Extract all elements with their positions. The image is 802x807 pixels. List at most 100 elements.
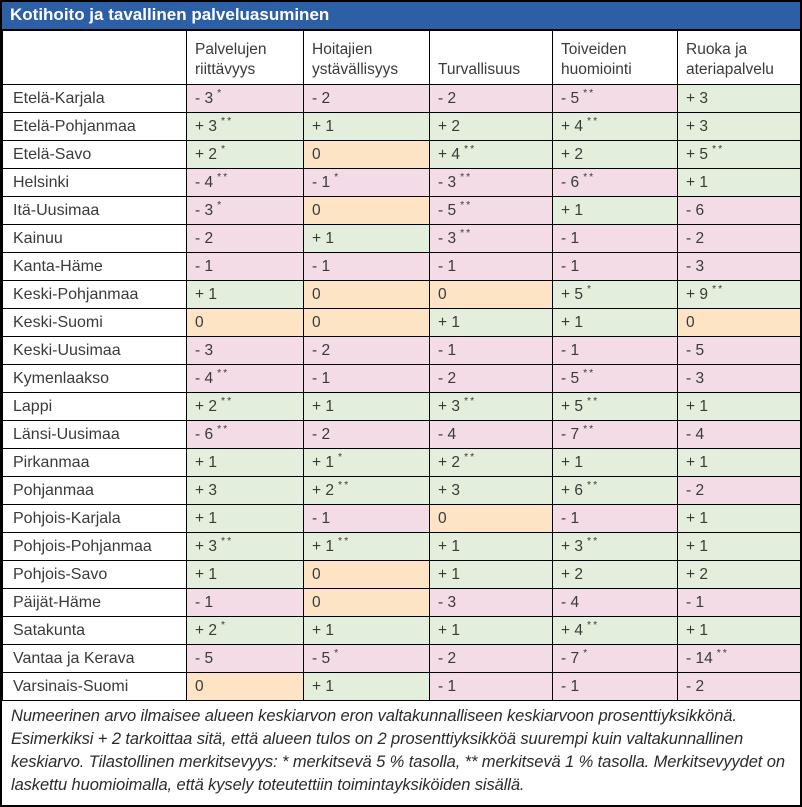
cell-value: + 1 (686, 621, 708, 639)
value-cell: - 3 (429, 588, 553, 617)
cell-value: + 1 (312, 117, 334, 135)
cell-value: 0 (438, 509, 447, 527)
value-cell: + 1 (429, 616, 553, 645)
value-cell: - 5 (186, 644, 304, 673)
cell-value: + 1 (195, 509, 217, 527)
value-cell: - 5 (677, 336, 800, 365)
header-row: Palvelujen riittävyys Hoitajien ystäväll… (2, 30, 800, 85)
value-cell: + 3 ** (429, 392, 553, 421)
significance-stars: * (337, 451, 345, 464)
table-row: Etelä-Pohjanmaa + 3 ** + 1 + 2 + 4 ** + 3 (2, 112, 800, 141)
cell-value: - 2 (312, 89, 331, 107)
region-label: Pohjois-Savo (2, 560, 187, 589)
value-cell: + 2 * (186, 616, 304, 645)
significance-stars: ** (220, 115, 234, 128)
value-cell: + 1 (552, 308, 678, 337)
value-cell: - 1 (303, 252, 430, 281)
table-row: Vantaa ja Kerava - 5- 5 * - 2- 7 * - 14 ** (2, 644, 800, 673)
value-cell: - 2 (303, 420, 430, 449)
region-label: Kainuu (2, 224, 187, 253)
value-cell: - 7 ** (552, 420, 678, 449)
significance-stars: ** (463, 451, 477, 464)
cell-value: + 1 (438, 313, 460, 331)
value-cell: + 4 ** (552, 112, 678, 141)
cell-value: + 2 (195, 145, 217, 163)
cell-value: - 2 (438, 649, 457, 667)
significance-stars: * (334, 171, 341, 184)
value-cell: 0 (303, 140, 430, 169)
value-cell: + 1 (303, 672, 430, 701)
cell-value: + 1 (686, 453, 708, 471)
value-cell: + 2 ** (186, 392, 304, 421)
value-cell: - 1 (186, 588, 304, 617)
value-cell: - 5 * (303, 644, 430, 673)
value-cell: + 5 ** (677, 140, 800, 169)
cell-value: - 3 (195, 201, 214, 219)
value-cell: + 1 (303, 392, 430, 421)
value-cell: - 2 (186, 224, 304, 253)
cell-value: - 4 (686, 425, 705, 443)
cell-value: - 5 (312, 649, 331, 667)
value-cell: - 2 (677, 476, 800, 505)
cell-value: + 3 (438, 397, 460, 415)
cell-value: - 2 (312, 341, 331, 359)
value-cell: - 5 ** (429, 196, 553, 225)
significance-stars: ** (217, 367, 230, 380)
region-label: Etelä-Savo (2, 140, 187, 169)
significance-stars: ** (711, 143, 725, 156)
value-cell: + 9 ** (677, 280, 800, 309)
value-cell: + 1 (186, 448, 304, 477)
cell-value: + 1 (312, 453, 334, 471)
table-row: Kymenlaakso - 4 ** - 1- 2- 5 ** - 3 (2, 364, 800, 393)
cell-value: + 2 (561, 565, 583, 583)
value-cell: - 3 ** (429, 168, 553, 197)
cell-value: + 4 (438, 145, 460, 163)
cell-value: - 1 (686, 593, 705, 611)
table-row: Etelä-Savo + 2 * 0 + 4 ** + 2 + 5 ** (2, 140, 800, 169)
column-header-hoitajien-ystavallisyys: Hoitajien ystävällisyys (303, 30, 430, 85)
region-label: Varsinais-Suomi (2, 672, 187, 701)
cell-value: + 1 (561, 453, 583, 471)
value-cell: 0 (186, 672, 304, 701)
value-cell: + 1 ** (303, 532, 430, 561)
value-cell: - 3 (186, 336, 304, 365)
value-cell: - 4 (677, 420, 800, 449)
value-cell: 0 (303, 196, 430, 225)
cell-value: - 1 (561, 509, 580, 527)
value-cell: + 1 (186, 280, 304, 309)
value-cell: + 4 ** (552, 616, 678, 645)
table-row: Kanta-Häme - 1 - 1 - 1 - 1 - 3 (2, 252, 800, 281)
value-cell: + 3 (677, 112, 800, 141)
value-cell: - 1 (429, 336, 553, 365)
cell-value: 0 (312, 285, 321, 303)
region-label: Lappi (2, 392, 187, 421)
significance-stars: * (586, 283, 594, 296)
table-row: Itä-Uusimaa - 3 * 0- 5 ** + 1- 6 (2, 196, 800, 225)
cell-value: - 1 (438, 257, 457, 275)
value-cell: + 1 (186, 504, 304, 533)
cell-value: + 1 (438, 565, 460, 583)
results-table: Palvelujen riittävyys Hoitajien ystäväll… (2, 30, 800, 701)
value-cell: + 5 * (552, 280, 678, 309)
significance-stars: ** (583, 87, 596, 100)
value-cell: + 1 (303, 616, 430, 645)
table-row: Pohjanmaa + 3 + 2 ** + 3 + 6 ** - 2 (2, 476, 800, 505)
significance-stars: * (217, 87, 224, 100)
cell-value: - 4 (195, 173, 214, 191)
value-cell: - 5 ** (552, 84, 678, 113)
cell-value: 0 (312, 313, 321, 331)
value-cell: - 3 * (186, 196, 304, 225)
cell-value: + 3 (195, 117, 217, 135)
cell-value: - 1 (195, 257, 214, 275)
cell-value: + 1 (312, 397, 334, 415)
table-row: Satakunta + 2 * + 1 + 1 + 4 ** + 1 (2, 616, 800, 645)
cell-value: - 14 (686, 649, 713, 667)
region-label: Etelä-Karjala (2, 84, 187, 113)
cell-value: + 1 (686, 509, 708, 527)
value-cell: - 1 (552, 224, 678, 253)
significance-stars: ** (586, 535, 600, 548)
value-cell: + 4 ** (429, 140, 553, 169)
cell-value: - 1 (312, 369, 331, 387)
significance-stars: ** (220, 535, 234, 548)
